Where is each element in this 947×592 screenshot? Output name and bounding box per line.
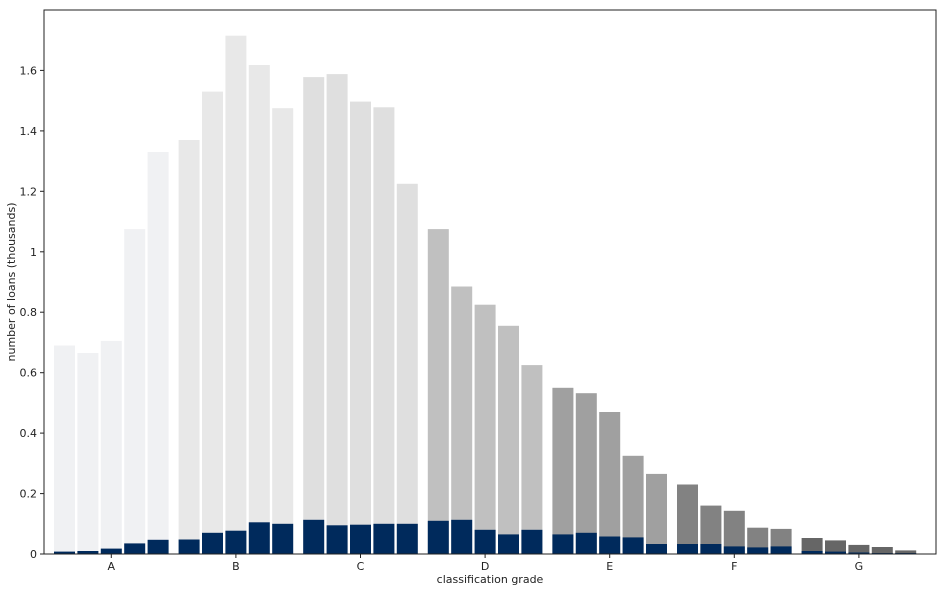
bar-total	[427, 229, 449, 554]
bar-highlight	[622, 537, 644, 554]
x-tick-label: G	[855, 560, 864, 573]
bar-total	[396, 183, 418, 555]
bar-highlight	[723, 546, 745, 554]
bar-total	[124, 229, 146, 554]
bar-total	[303, 77, 325, 554]
bar-total	[599, 412, 621, 554]
x-tick-label: A	[108, 560, 116, 573]
bar-highlight	[124, 543, 146, 554]
bar-highlight	[646, 544, 667, 554]
bar-highlight	[498, 534, 519, 554]
bar-highlight	[248, 522, 270, 554]
bar-total	[498, 325, 519, 554]
bar-total	[575, 393, 597, 554]
bar-total	[350, 101, 371, 554]
bar-highlight	[521, 529, 543, 554]
bar-highlight	[770, 546, 792, 554]
bar-highlight	[848, 552, 870, 554]
x-tick-label: B	[232, 560, 240, 573]
y-tick-label: 0.8	[20, 306, 38, 319]
bars-layer	[54, 35, 917, 555]
bar-total	[147, 152, 169, 554]
bar-total	[825, 540, 846, 554]
bar-total	[895, 550, 917, 554]
bar-total	[54, 345, 75, 554]
bar-highlight	[677, 544, 698, 554]
y-tick-label: 1.6	[20, 64, 38, 77]
bar-highlight	[77, 551, 99, 554]
bar-total	[871, 547, 893, 554]
bar-total	[272, 108, 294, 554]
bar-highlight	[272, 523, 294, 554]
bar-highlight	[225, 530, 247, 554]
y-tick-label: 1	[30, 246, 37, 259]
bar-highlight	[700, 544, 722, 554]
bar-highlight	[373, 523, 395, 554]
y-tick-label: 0	[30, 548, 37, 561]
y-tick-label: 1.2	[20, 185, 38, 198]
bar-total	[326, 74, 348, 554]
bar-total	[521, 365, 543, 554]
bar-total	[178, 140, 200, 554]
x-tick-label: E	[606, 560, 613, 573]
bar-highlight	[326, 525, 348, 554]
bar-highlight	[575, 532, 597, 554]
bar-total	[677, 484, 698, 554]
plot-frame	[43, 9, 937, 555]
bar-highlight	[825, 551, 846, 554]
bar-total	[848, 544, 870, 554]
bar-highlight	[599, 536, 621, 554]
bar-total	[723, 510, 745, 554]
y-tick-label: 0.4	[20, 427, 38, 440]
y-axis: 0 0.2 0.4 0.6 0.8 1 1.2 1.4 1.6	[20, 64, 44, 561]
bar-total	[474, 304, 496, 554]
x-tick-label: C	[357, 560, 365, 573]
x-axis-label: classification grade	[437, 573, 544, 586]
bar-total	[373, 107, 395, 555]
x-tick-label: F	[731, 560, 737, 573]
bar-total	[646, 473, 667, 554]
bar-total	[552, 387, 574, 554]
bar-total	[801, 538, 823, 554]
bar-highlight	[747, 547, 769, 554]
bar-highlight	[54, 551, 75, 554]
y-tick-label: 1.4	[20, 125, 38, 138]
bar-highlight	[350, 524, 371, 554]
bar-highlight	[202, 532, 223, 554]
bar-highlight	[147, 539, 169, 554]
y-axis-label: number of loans (thousands)	[5, 203, 18, 362]
bar-highlight	[178, 539, 200, 554]
bar-highlight	[552, 534, 574, 554]
bar-highlight	[303, 519, 325, 554]
bar-highlight	[801, 551, 823, 554]
bar-total	[202, 91, 223, 554]
y-tick-label: 0.6	[20, 367, 38, 380]
y-tick-label: 0.2	[20, 488, 38, 501]
bar-total	[77, 353, 99, 554]
bar-highlight	[100, 548, 122, 554]
x-tick-label: D	[481, 560, 489, 573]
bar-highlight	[396, 523, 418, 554]
bar-highlight	[451, 519, 473, 554]
bar-total	[100, 340, 122, 554]
bar-total	[451, 286, 473, 554]
x-axis: A B C D E F G	[108, 554, 864, 573]
bar-highlight	[427, 520, 449, 554]
bar-total	[700, 505, 722, 554]
bar-total	[225, 35, 247, 554]
bar-total	[622, 455, 644, 554]
bar-total	[248, 65, 270, 554]
bar-highlight	[474, 529, 496, 554]
